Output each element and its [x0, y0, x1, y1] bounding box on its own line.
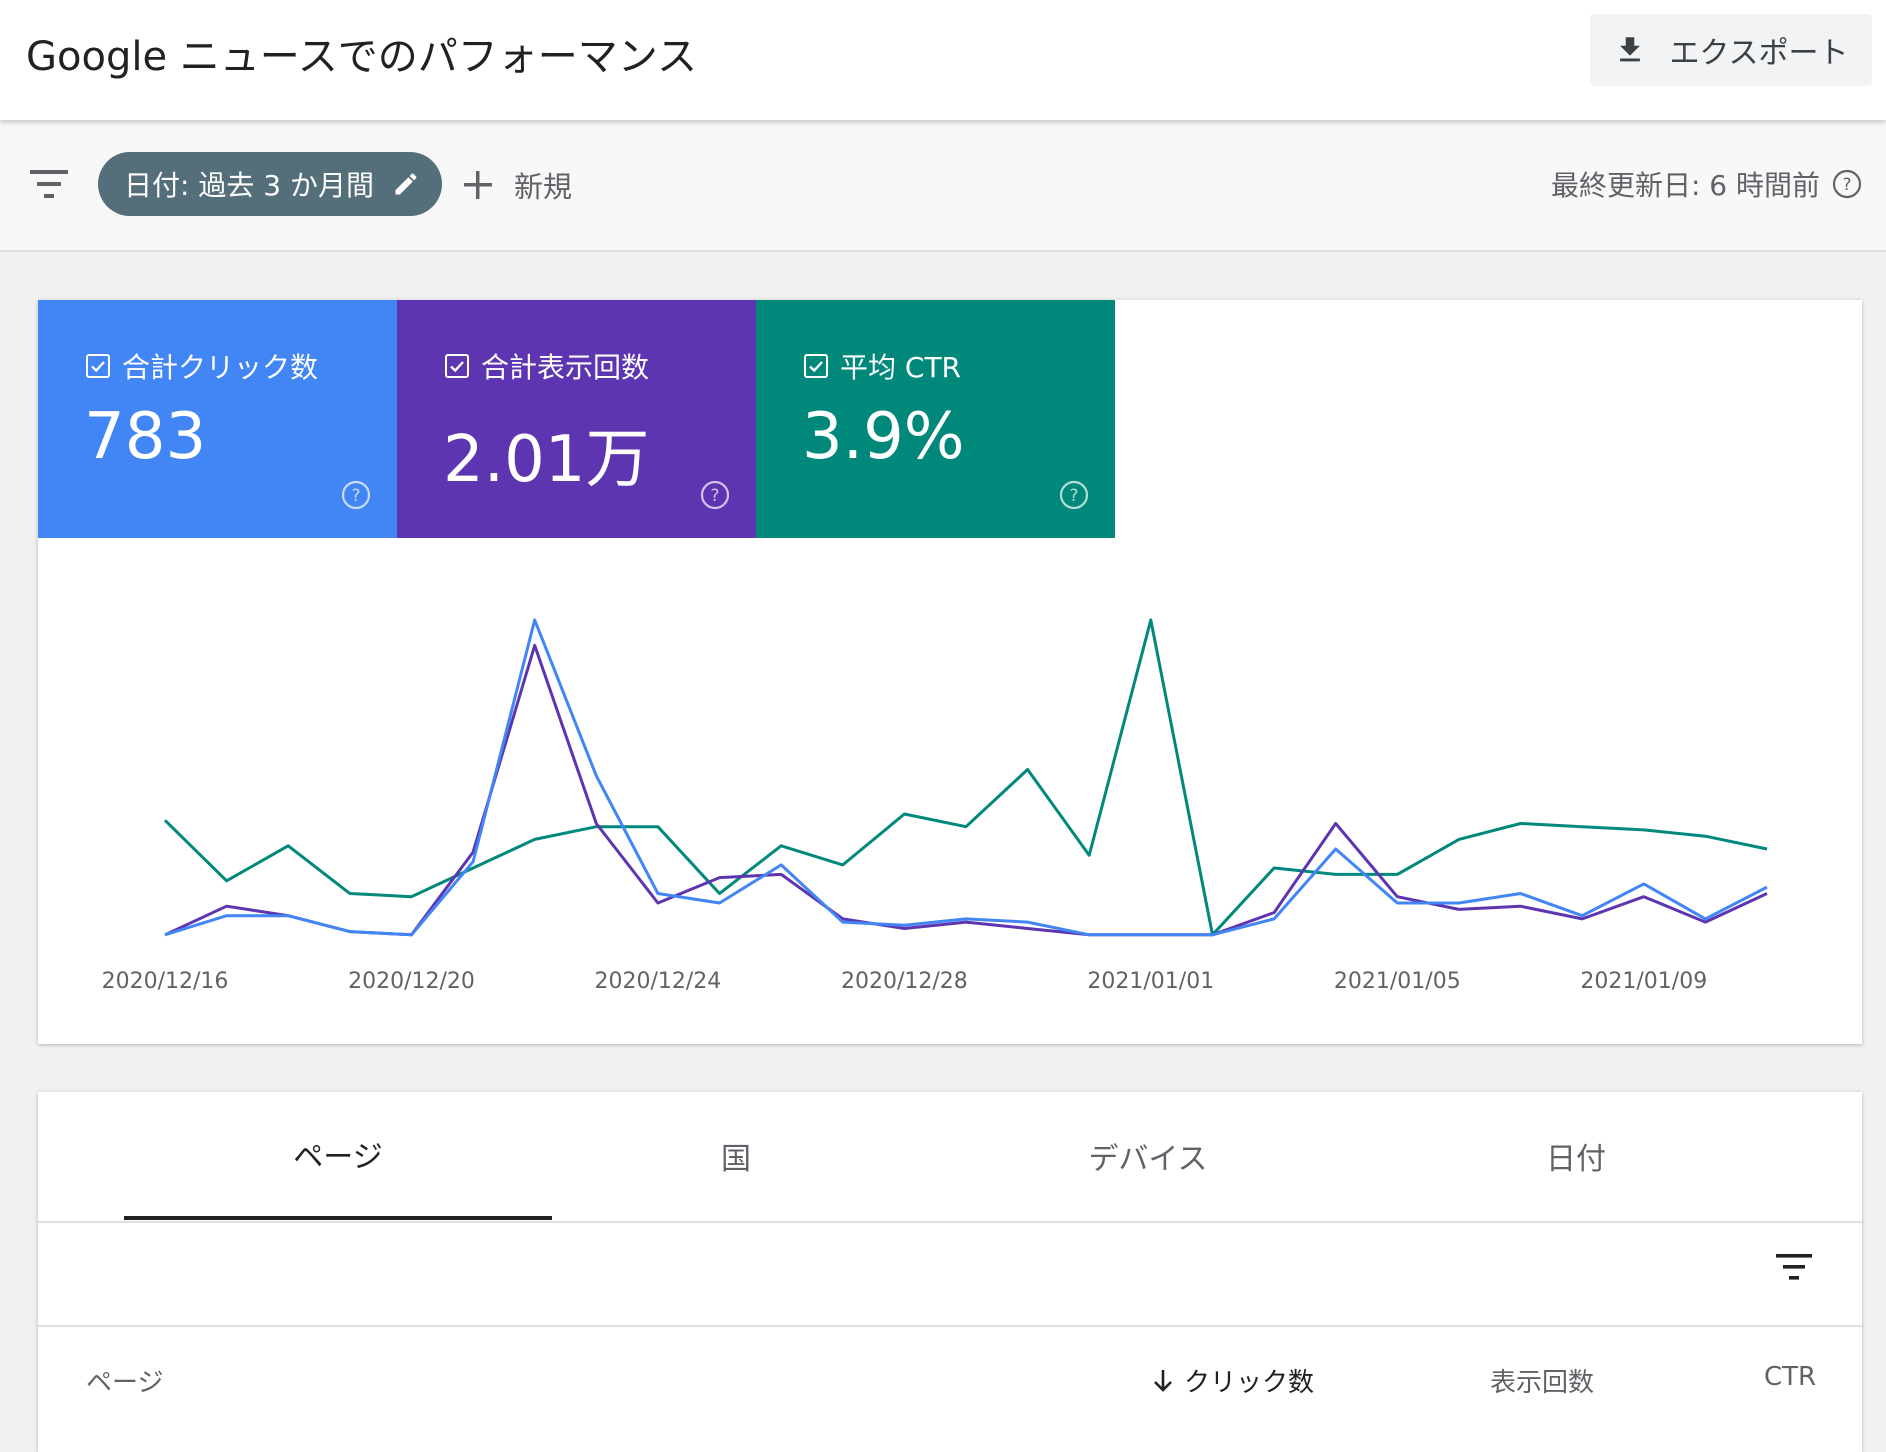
- svg-text:?: ?: [351, 486, 360, 506]
- filter-bar: 日付: 過去 3 か月間 新規 最終更新日: 6 時間前 ?: [0, 120, 1886, 252]
- x-tick-label: 2021/01/01: [1087, 969, 1214, 994]
- help-icon[interactable]: ?: [1832, 169, 1862, 199]
- help-icon[interactable]: ?: [1059, 480, 1089, 514]
- new-filter-button[interactable]: 新規: [462, 160, 572, 210]
- checkbox-checked-icon[interactable]: [804, 354, 828, 378]
- svg-text:?: ?: [710, 486, 719, 506]
- arrow-down-icon: [1154, 1369, 1172, 1392]
- checkbox-checked-icon[interactable]: [445, 354, 469, 378]
- x-tick-label: 2021/01/09: [1580, 969, 1707, 994]
- help-icon[interactable]: ?: [341, 480, 371, 514]
- svg-text:?: ?: [1842, 175, 1851, 195]
- metric-card-impressions[interactable]: 合計表示回数 2.01万 ?: [397, 300, 756, 538]
- new-filter-label: 新規: [514, 170, 573, 204]
- tab-device[interactable]: デバイス: [1088, 1142, 1208, 1177]
- metric-label: 合計表示回数: [481, 351, 650, 384]
- column-header-clicks-label: クリック数: [1184, 1368, 1315, 1398]
- x-tick-label: 2020/12/20: [348, 969, 475, 994]
- filter-icon[interactable]: [30, 168, 70, 204]
- edit-pencil-icon: [395, 173, 417, 195]
- column-header-impressions[interactable]: 表示回数: [1490, 1368, 1595, 1398]
- series-line-0: [163, 618, 1768, 937]
- tab-date[interactable]: 日付: [1546, 1142, 1606, 1177]
- x-tick-label: 2020/12/24: [594, 969, 721, 994]
- export-button[interactable]: エクスポート: [1590, 14, 1872, 86]
- metric-card-ctr[interactable]: 平均 CTR 3.9% ?: [756, 300, 1115, 538]
- date-filter-label: 日付: 過去 3 か月間: [124, 169, 374, 202]
- metric-card-clicks[interactable]: 合計クリック数 783 ?: [38, 300, 397, 538]
- column-header-ctr[interactable]: CTR: [1764, 1362, 1817, 1392]
- column-header-page[interactable]: ページ: [86, 1368, 164, 1398]
- x-tick-label: 2021/01/05: [1334, 969, 1461, 994]
- download-icon: [1620, 37, 1641, 62]
- x-tick-label: 2020/12/16: [102, 969, 229, 994]
- performance-chart-card: 合計クリック数 783 ? 合計表示回数 2.01万 ?: [38, 300, 1862, 1044]
- table-filter-icon[interactable]: [1776, 1252, 1814, 1286]
- page-title: Google ニュースでのパフォーマンス: [26, 34, 697, 80]
- series-line-1: [164, 643, 1768, 937]
- last-updated: 最終更新日: 6 時間前 ?: [1551, 164, 1862, 204]
- series-line-2: [164, 618, 1768, 937]
- app-header: Google ニュースでのパフォーマンス エクスポート: [0, 0, 1886, 120]
- help-icon[interactable]: ?: [700, 480, 730, 514]
- svg-text:?: ?: [1069, 486, 1078, 506]
- metric-value: 783: [84, 400, 207, 474]
- column-header-clicks[interactable]: クリック数: [1152, 1362, 1314, 1399]
- tab-page[interactable]: ページ: [124, 1092, 552, 1220]
- metric-label: 合計クリック数: [122, 351, 319, 384]
- export-label: エクスポート: [1669, 36, 1849, 71]
- checkbox-checked-icon[interactable]: [86, 354, 110, 378]
- table-header-divider: [38, 1325, 1862, 1327]
- date-filter-chip[interactable]: 日付: 過去 3 か月間: [98, 152, 442, 216]
- last-updated-label: 最終更新日: 6 時間前: [1550, 169, 1820, 202]
- tab-country[interactable]: 国: [721, 1142, 751, 1177]
- data-table-card: ページ 国 デバイス 日付 ページ クリック数 表示回数 CTR: [38, 1092, 1862, 1452]
- dimension-tabs: ページ 国 デバイス 日付: [38, 1092, 1862, 1223]
- metric-value: 3.9%: [802, 400, 965, 474]
- x-tick-label: 2020/12/28: [841, 969, 968, 994]
- metric-label: 平均 CTR: [840, 351, 962, 384]
- metric-value: 2.01万: [443, 423, 650, 497]
- plus-icon: [464, 171, 492, 199]
- line-chart: 2020/12/16 2020/12/20 2020/12/24 2020/12/28…: [102, 618, 1768, 994]
